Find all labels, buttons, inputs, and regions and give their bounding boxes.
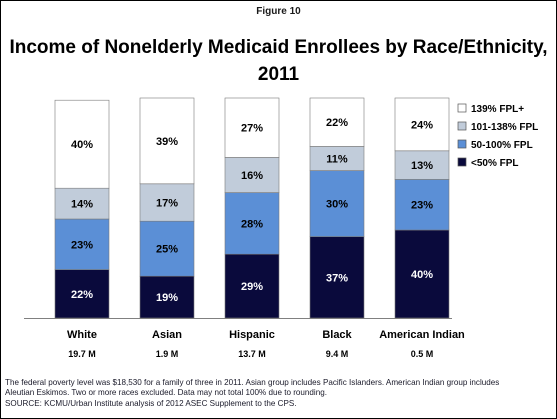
data-label-asian-101-138-fpl: 17%	[156, 198, 178, 210]
category-label-asian: Asian	[152, 329, 182, 341]
bar-black-101-138-fpl	[309, 146, 365, 171]
data-label-white-50-100-fpl: 23%	[71, 239, 93, 251]
bar-white-50-fpl	[54, 269, 110, 319]
data-label-asian-139-fpl: 39%	[156, 136, 178, 148]
category-total-american-indian: 0.5 M	[411, 349, 434, 359]
bar-american-indian-101-138-fpl	[394, 150, 450, 180]
data-label-american-indian-101-138-fpl: 13%	[411, 160, 433, 172]
bar-hispanic-101-138-fpl	[224, 157, 280, 193]
data-label-asian-50-100-fpl: 25%	[156, 244, 178, 256]
bar-white-139-fpl	[54, 99, 110, 189]
category-total-hispanic: 13.7 M	[238, 349, 266, 359]
data-label-asian-50-fpl: 19%	[156, 292, 178, 304]
data-label-white-139-fpl: 40%	[71, 139, 93, 151]
footer-source: SOURCE: KCMU/Urban Institute analysis of…	[5, 398, 297, 408]
data-label-hispanic-101-138-fpl: 16%	[241, 170, 263, 182]
legend-label-139-fpl: 139% FPL+	[471, 104, 524, 115]
data-label-american-indian-50-fpl: 40%	[411, 269, 433, 281]
bar-asian-50-100-fpl	[139, 220, 195, 277]
legend-swatch-101-138-fpl	[457, 121, 467, 131]
legend-label-50-100-fpl: 50-100% FPL	[471, 140, 533, 151]
data-label-american-indian-139-fpl: 24%	[411, 119, 433, 131]
category-total-white: 19.7 M	[68, 349, 96, 359]
legend-swatch-50-100-fpl	[457, 139, 467, 149]
data-label-hispanic-50-fpl: 29%	[241, 281, 263, 293]
bar-hispanic-139-fpl	[224, 97, 280, 158]
data-label-white-101-138-fpl: 14%	[71, 199, 93, 211]
category-label-american-indian: American Indian	[379, 329, 465, 341]
bar-hispanic-50-100-fpl	[224, 192, 280, 255]
data-label-hispanic-139-fpl: 27%	[241, 123, 263, 135]
chart-title-line-2: 2011	[257, 64, 300, 85]
bar-hispanic-50-fpl	[224, 253, 280, 319]
bar-white-101-138-fpl	[54, 187, 110, 220]
footer-note-line-2: Aleutian Eskimos. Two or more races excl…	[5, 388, 327, 398]
footer-notes: The federal poverty level was $18,530 fo…	[5, 378, 553, 409]
category-label-black: Black	[322, 329, 352, 341]
data-label-black-101-138-fpl: 11%	[326, 154, 348, 166]
chart-title-line-1: Income of Nonelderly Medicaid Enrollees …	[9, 37, 548, 58]
category-total-asian: 1.9 M	[156, 349, 179, 359]
legend-label-101-138-fpl: 101-138% FPL	[471, 122, 538, 133]
legend-label-50-fpl: <50% FPL	[471, 158, 519, 169]
bar-white-50-100-fpl	[54, 218, 110, 270]
bar-black-50-fpl	[309, 236, 365, 319]
data-label-black-50-fpl: 37%	[326, 272, 348, 284]
bar-american-indian-139-fpl	[394, 97, 450, 152]
category-label-white: White	[67, 329, 97, 341]
data-label-black-50-100-fpl: 30%	[326, 199, 348, 211]
bar-black-50-100-fpl	[309, 170, 365, 237]
bar-asian-50-fpl	[139, 275, 195, 319]
bar-american-indian-50-fpl	[394, 229, 450, 319]
category-label-hispanic: Hispanic	[229, 329, 275, 341]
data-label-american-indian-50-100-fpl: 23%	[411, 200, 433, 212]
category-total-black: 9.4 M	[326, 349, 349, 359]
legend-swatch-50-fpl	[457, 157, 467, 167]
footer-note-line-1: The federal poverty level was $18,530 fo…	[5, 378, 500, 387]
bar-asian-101-138-fpl	[139, 183, 195, 222]
figure-label: Figure 10	[256, 6, 301, 17]
data-label-white-50-fpl: 22%	[71, 289, 93, 301]
bar-black-139-fpl	[309, 97, 365, 147]
chart-title: Income of Nonelderly Medicaid Enrollees …	[0, 34, 557, 88]
data-label-hispanic-50-100-fpl: 28%	[241, 218, 263, 230]
legend-swatch-139-fpl	[457, 103, 467, 113]
bar-asian-139-fpl	[139, 97, 195, 185]
data-label-black-139-fpl: 22%	[326, 117, 348, 129]
